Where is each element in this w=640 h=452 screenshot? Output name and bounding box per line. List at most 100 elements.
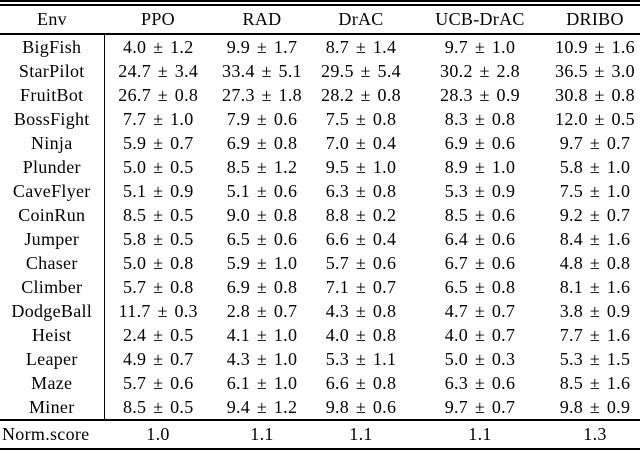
column-header-ucb-drac: UCB-DrAC <box>410 6 550 35</box>
column-header-drac: DrAC <box>312 6 410 35</box>
score-cell-ppo: 5.1 ± 0.9 <box>122 180 194 201</box>
norm-score-rad: 1.1 <box>212 419 312 448</box>
score-cell-ucb-drac: 6.4 ± 0.6 <box>444 228 516 249</box>
norm-score-ucb-drac: 1.1 <box>410 419 550 448</box>
score-cell-rad: 9.0 ± 0.8 <box>226 204 298 225</box>
score-cell-ucb-drac: 9.7 ± 1.0 <box>444 36 516 57</box>
env-cell: Chaser <box>0 251 105 275</box>
env-cell: Ninja <box>0 131 105 155</box>
header-row: Env PPO RAD DrAC UCB-DrAC DRIBO <box>0 6 640 35</box>
score-cell-ucb-drac: 8.3 ± 0.8 <box>444 108 516 129</box>
column-header-dribo: DRIBO <box>550 6 640 35</box>
env-cell: BigFish <box>0 34 105 59</box>
score-cell-drac: 9.5 ± 1.0 <box>325 156 397 177</box>
score-cell-dribo: 9.8 ± 0.9 <box>559 396 631 417</box>
table-row-leaper: Leaper 4.9 ± 0.7 4.3 ± 1.0 5.3 ± 1.1 5.0 ± 0… <box>0 347 640 371</box>
score-cell-ppo: 5.0 ± 0.8 <box>122 252 194 273</box>
table-header: Env PPO RAD DrAC UCB-DrAC DRIBO <box>0 6 640 35</box>
score-cell-ucb-drac: 9.7 ± 0.7 <box>444 396 516 417</box>
score-cell-drac: 4.0 ± 0.8 <box>325 324 397 345</box>
score-cell-ucb-drac: 5.3 ± 0.9 <box>444 180 516 201</box>
table-row-coinrun: CoinRun 8.5 ± 0.5 9.0 ± 0.8 8.8 ± 0.2 8.5 ± … <box>0 203 640 227</box>
score-cell-rad: 6.9 ± 0.8 <box>226 132 298 153</box>
env-cell: CoinRun <box>0 203 105 227</box>
env-cell: Heist <box>0 323 105 347</box>
score-cell-ppo: 5.7 ± 0.6 <box>122 372 194 393</box>
table-row-dodgeball: DodgeBall 11.7 ± 0.3 2.8 ± 0.7 4.3 ± 0.8 4.7… <box>0 299 640 323</box>
table-row-miner: Miner 8.5 ± 0.5 9.4 ± 1.2 9.8 ± 0.6 9.7 ± 0.… <box>0 395 640 420</box>
score-cell-ucb-drac: 8.9 ± 1.0 <box>444 156 516 177</box>
score-cell-rad: 2.8 ± 0.7 <box>226 300 298 321</box>
env-cell: FruitBot <box>0 83 105 107</box>
norm-score-label: Norm.score <box>0 419 104 448</box>
score-cell-ucb-drac: 30.2 ± 2.8 <box>440 60 520 81</box>
score-cell-ucb-drac: 6.3 ± 0.6 <box>444 372 516 393</box>
score-cell-dribo: 8.1 ± 1.6 <box>559 276 631 297</box>
score-cell-ppo: 4.9 ± 0.7 <box>122 348 194 369</box>
column-header-env: Env <box>0 6 104 35</box>
score-cell-dribo: 5.3 ± 1.5 <box>559 348 631 369</box>
score-cell-dribo: 36.5 ± 3.0 <box>555 60 635 81</box>
score-cell-rad: 4.1 ± 1.0 <box>226 324 298 345</box>
score-cell-dribo: 30.8 ± 0.8 <box>555 84 635 105</box>
score-cell-dribo: 12.0 ± 0.5 <box>555 108 635 129</box>
env-cell: CaveFlyer <box>0 179 105 203</box>
env-cell: Jumper <box>0 227 105 251</box>
table-row-bossfight: BossFight 7.7 ± 1.0 7.9 ± 0.6 7.5 ± 0.8 8.3 … <box>0 107 640 131</box>
score-cell-drac: 7.1 ± 0.7 <box>325 276 397 297</box>
score-cell-ppo: 4.0 ± 1.2 <box>122 36 194 57</box>
table-row-fruitbot: FruitBot 26.7 ± 0.8 27.3 ± 1.8 28.2 ± 0.8 28… <box>0 83 640 107</box>
score-cell-drac: 5.7 ± 0.6 <box>325 252 397 273</box>
score-cell-dribo: 9.2 ± 0.7 <box>559 204 631 225</box>
score-cell-ppo: 5.9 ± 0.7 <box>122 132 194 153</box>
score-cell-ucb-drac: 6.9 ± 0.6 <box>444 132 516 153</box>
score-cell-ppo: 2.4 ± 0.5 <box>122 324 194 345</box>
score-cell-dribo: 7.5 ± 1.0 <box>559 180 631 201</box>
column-header-rad: RAD <box>212 6 312 35</box>
score-cell-rad: 27.3 ± 1.8 <box>222 84 302 105</box>
table-row-maze: Maze 5.7 ± 0.6 6.1 ± 1.0 6.6 ± 0.8 6.3 ± 0.6… <box>0 371 640 395</box>
column-header-ppo: PPO <box>104 6 212 35</box>
score-cell-ppo: 24.7 ± 3.4 <box>118 60 199 81</box>
score-cell-ucb-drac: 4.7 ± 0.7 <box>444 300 516 321</box>
results-table: Env PPO RAD DrAC UCB-DrAC DRIBO BigFish 4.0 ± … <box>0 6 640 448</box>
score-cell-rad: 5.1 ± 0.6 <box>226 180 298 201</box>
score-cell-rad: 9.4 ± 1.2 <box>226 396 298 417</box>
score-cell-ucb-drac: 6.5 ± 0.8 <box>444 276 516 297</box>
env-cell: Maze <box>0 371 105 395</box>
norm-score-ppo: 1.0 <box>104 419 212 448</box>
score-cell-dribo: 10.9 ± 1.6 <box>555 36 635 57</box>
env-cell: Plunder <box>0 155 105 179</box>
score-cell-drac: 8.8 ± 0.2 <box>325 204 397 225</box>
score-cell-ppo: 8.5 ± 0.5 <box>122 204 194 225</box>
table-row-heist: Heist 2.4 ± 0.5 4.1 ± 1.0 4.0 ± 0.8 4.0 ± 0.… <box>0 323 640 347</box>
score-cell-dribo: 8.4 ± 1.6 <box>559 228 631 249</box>
env-cell: Climber <box>0 275 105 299</box>
score-cell-ucb-drac: 6.7 ± 0.6 <box>444 252 516 273</box>
score-cell-drac: 28.2 ± 0.8 <box>321 84 401 105</box>
table-footer: Norm.score 1.0 1.1 1.1 1.1 1.3 <box>0 419 640 448</box>
table-row-caveflyer: CaveFlyer 5.1 ± 0.9 5.1 ± 0.6 6.3 ± 0.8 5.3 … <box>0 179 640 203</box>
score-cell-ppo: 26.7 ± 0.8 <box>118 84 199 105</box>
score-cell-drac: 8.7 ± 1.4 <box>325 36 397 57</box>
score-cell-drac: 6.3 ± 0.8 <box>325 180 397 201</box>
score-cell-drac: 29.5 ± 5.4 <box>321 60 401 81</box>
env-cell: Leaper <box>0 347 105 371</box>
norm-score-row: Norm.score 1.0 1.1 1.1 1.1 1.3 <box>0 419 640 448</box>
score-cell-drac: 7.5 ± 0.8 <box>325 108 397 129</box>
score-cell-drac: 4.3 ± 0.8 <box>325 300 397 321</box>
score-cell-ppo: 8.5 ± 0.5 <box>122 396 194 417</box>
score-cell-drac: 9.8 ± 0.6 <box>325 396 397 417</box>
table-row-plunder: Plunder 5.0 ± 0.5 8.5 ± 1.2 9.5 ± 1.0 8.9 ± … <box>0 155 640 179</box>
score-cell-rad: 9.9 ± 1.7 <box>226 36 298 57</box>
table-row-bigfish: BigFish 4.0 ± 1.2 9.9 ± 1.7 8.7 ± 1.4 9.7 ± … <box>0 34 640 59</box>
bottom-double-rule <box>0 448 640 452</box>
score-cell-rad: 8.5 ± 1.2 <box>226 156 298 177</box>
score-cell-ucb-drac: 28.3 ± 0.9 <box>440 84 520 105</box>
score-cell-rad: 6.5 ± 0.6 <box>226 228 298 249</box>
env-cell: StarPilot <box>0 59 105 83</box>
score-cell-rad: 5.9 ± 1.0 <box>226 252 298 273</box>
table-row-chaser: Chaser 5.0 ± 0.8 5.9 ± 1.0 5.7 ± 0.6 6.7 ± 0… <box>0 251 640 275</box>
score-cell-dribo: 5.8 ± 1.0 <box>559 156 631 177</box>
